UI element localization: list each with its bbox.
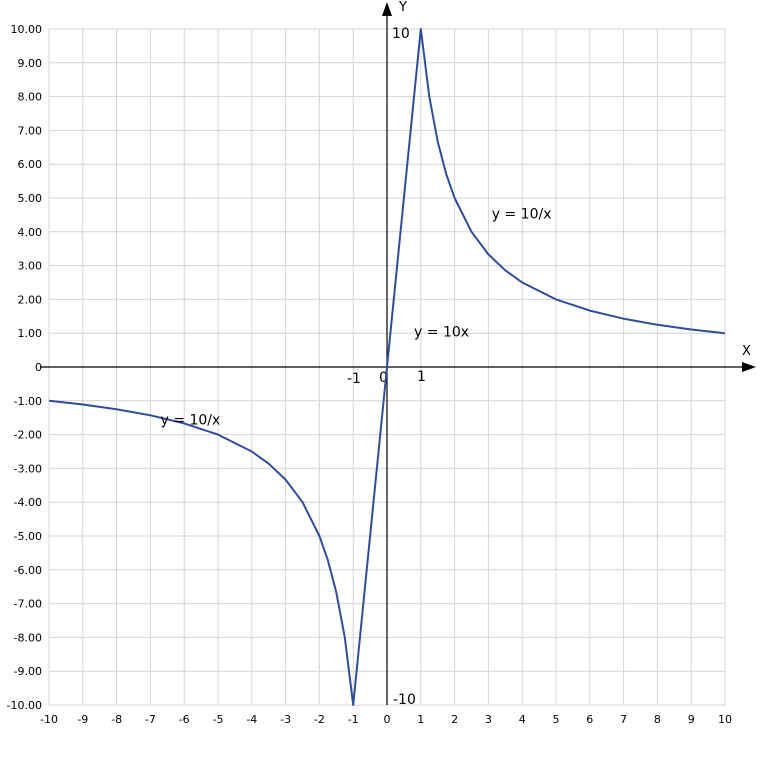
curve-annotation: y = 10x [414,325,469,341]
x-tick-label: 9 [688,713,695,726]
axes: X Y [40,0,756,705]
x-tick-label: -2 [314,713,325,726]
y-axis-arrow-icon [382,2,392,16]
axis-marker-neg-ten: -10 [393,692,416,708]
y-tick-label: 10.00 [11,23,43,36]
x-tick-label: -6 [179,713,190,726]
y-tick-label: 8.00 [18,91,43,104]
y-tick-label: 9.00 [18,57,43,70]
y-tick-label: 7.00 [18,124,43,137]
x-tick-label: 5 [553,713,560,726]
y-tick-label: -7.00 [14,598,42,611]
axis-marker-ten: 10 [392,26,410,42]
x-tick-label: -9 [77,713,88,726]
x-tick-label: -4 [246,713,257,726]
x-tick-label: 1 [417,713,424,726]
y-tick-label: -2.00 [14,429,42,442]
x-tick-label: -10 [40,713,58,726]
y-tick-label: 2.00 [18,293,43,306]
x-tick-label: 7 [620,713,627,726]
series-layer [48,28,726,706]
y-tick-label: -4.00 [14,496,42,509]
x-tick-label: -7 [145,713,156,726]
x-tick-label: 3 [485,713,492,726]
x-tick-label: 6 [586,713,593,726]
x-axis-label: X [742,344,751,359]
x-tick-label: 4 [519,713,526,726]
x-tick-label: 2 [451,713,458,726]
axis-markers: -1 0 1 10 -10 [347,26,426,708]
y-tick-label: 1.00 [18,327,43,340]
y-tick-labels: 10.00 9.00 8.00 7.00 6.00 5.00 4.00 3.00 2.00 1.0… [7,23,42,712]
axis-marker-zero: 0 [379,370,388,386]
x-tick-label: -3 [280,713,291,726]
axis-marker-neg-one: -1 [347,371,361,387]
x-tick-label: 8 [654,713,661,726]
x-tick-labels: -10 -9 -8 -7 -6 -5 -4 -3 -2 -1 0 1 2 3 4 5 6 7 8 9 10 [40,713,732,726]
y-tick-label: 4.00 [18,226,43,239]
curve-annotation: y = 10/x [492,206,552,222]
x-axis-arrow-icon [742,362,756,372]
x-tick-label: -8 [111,713,122,726]
y-tick-label: -6.00 [14,564,42,577]
x-tick-label: -1 [348,713,359,726]
curve-annotation: y = 10/x [161,412,221,428]
y-tick-label: -10.00 [7,699,42,712]
y-axis-label: Y [398,0,407,15]
x-tick-label: 10 [718,713,732,726]
y-tick-label: 5.00 [18,192,43,205]
annotations: y = 10/x y = 10x y = 10/x [161,206,552,428]
axis-marker-one: 1 [417,369,426,385]
y-tick-label: 0 [35,361,42,374]
y-tick-label: -5.00 [14,530,42,543]
x-tick-label: 0 [384,713,391,726]
y-tick-label: -9.00 [14,665,42,678]
y-tick-label: -8.00 [14,631,42,644]
y-tick-label: 6.00 [18,158,43,171]
series-line [48,28,726,706]
x-tick-label: -5 [213,713,224,726]
y-tick-label: -1.00 [14,395,42,408]
y-tick-label: -3.00 [14,462,42,475]
y-tick-label: 3.00 [18,260,43,273]
